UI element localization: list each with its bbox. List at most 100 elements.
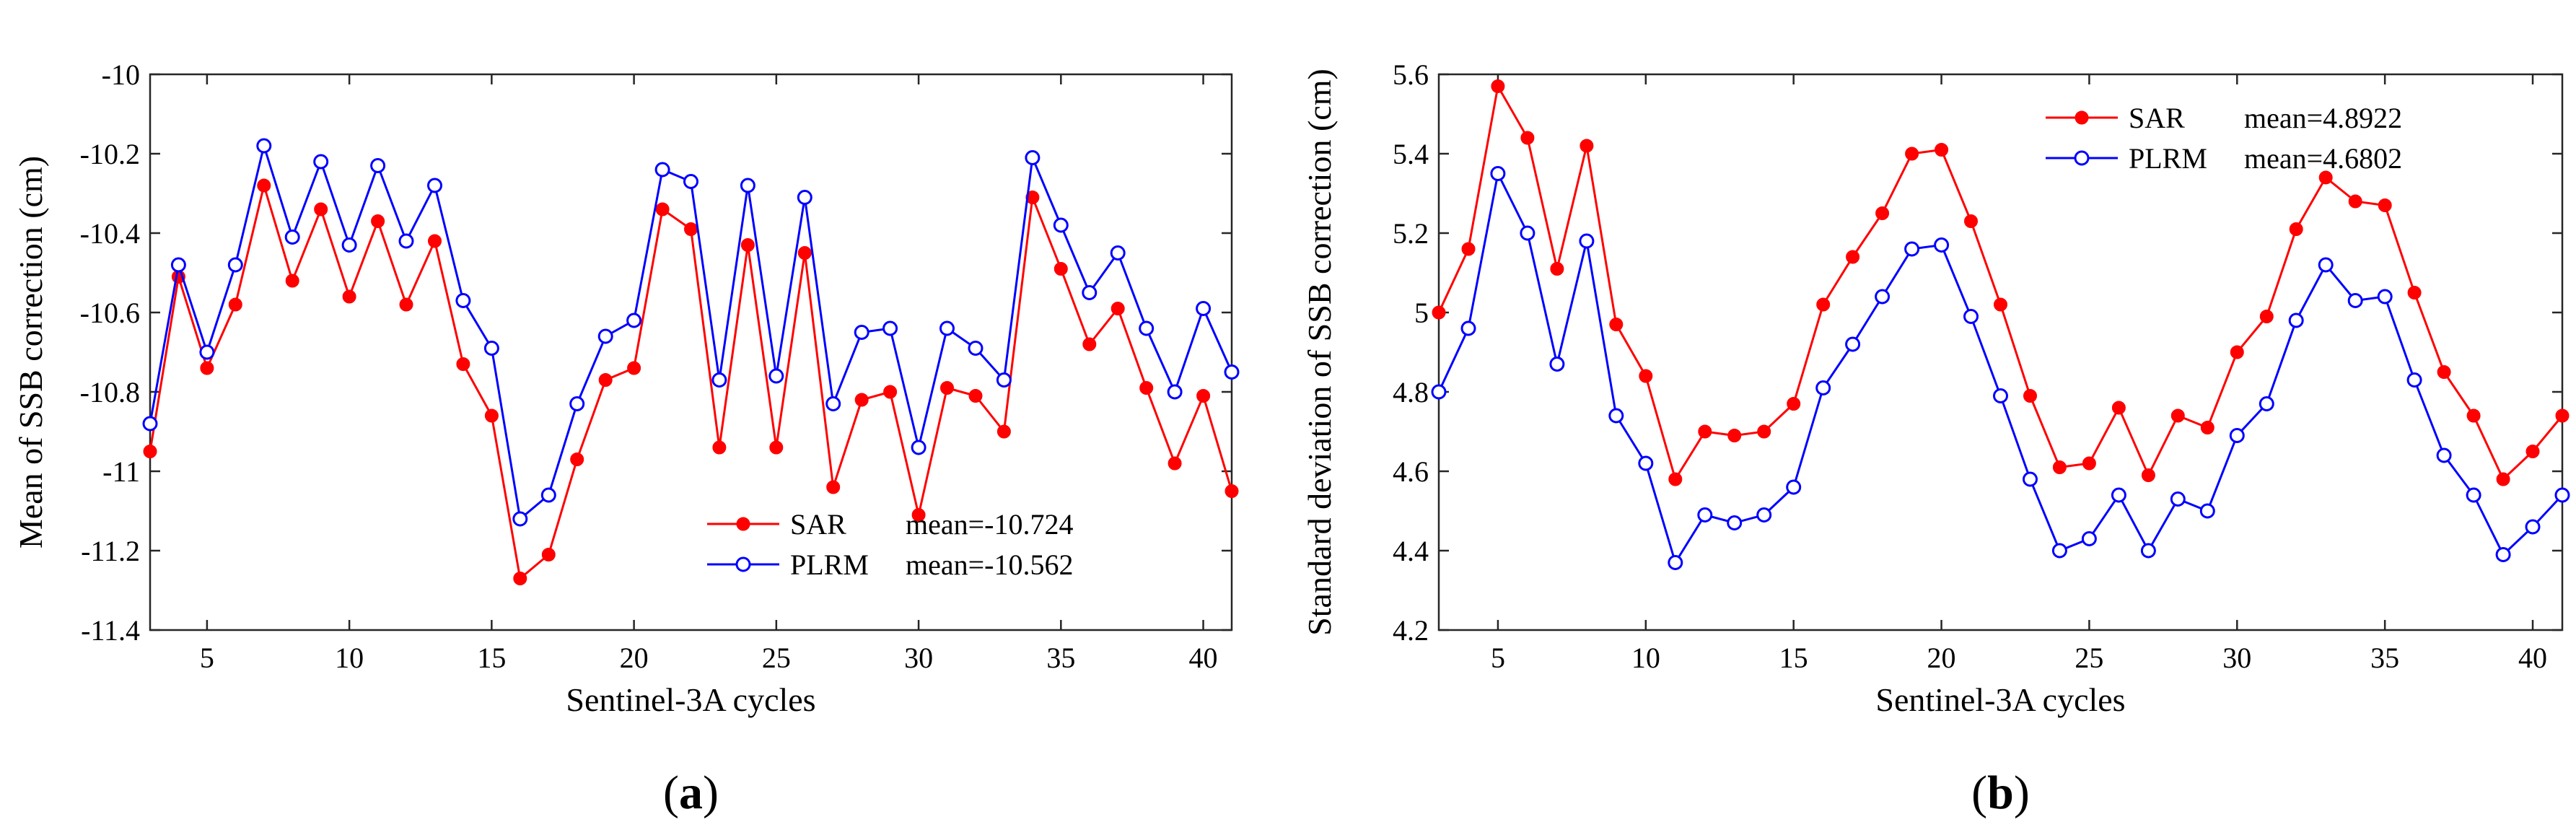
data-point-plrm [2466, 487, 2481, 503]
data-point-sar [2525, 445, 2540, 458]
data-point-sar [2141, 468, 2155, 482]
data-point-plrm [968, 341, 983, 356]
data-point-sar [684, 222, 698, 236]
data-point-plrm [170, 257, 186, 273]
data-point-sar [1491, 79, 1505, 93]
data-point-sar [655, 202, 670, 217]
data-point-sar [2111, 401, 2126, 415]
data-point-plrm [1053, 217, 1069, 233]
data-point-plrm [1224, 364, 1240, 380]
data-point-sar [968, 389, 983, 403]
y-tick-label: -10.4 [80, 217, 140, 250]
series-layer-a [142, 138, 1240, 585]
data-point-plrm [569, 396, 585, 411]
data-point-sar [627, 361, 641, 375]
y-tick-label: -11 [102, 455, 140, 488]
data-point-plrm [683, 174, 698, 189]
data-point-plrm [1815, 380, 1831, 395]
x-tick-label: 5 [200, 642, 214, 674]
data-point-plrm [227, 257, 243, 273]
data-point-plrm [2199, 503, 2215, 519]
y-tick-label: 4.4 [1393, 535, 1429, 567]
data-point-plrm [483, 341, 499, 356]
data-point-sar [1139, 381, 1154, 395]
y-tick-label: -10.2 [80, 138, 140, 170]
data-point-plrm [1875, 289, 1891, 305]
data-point-sar [1082, 337, 1097, 351]
y-tick-label: -11.2 [81, 535, 140, 567]
data-point-plrm [768, 368, 784, 384]
data-point-plrm [711, 372, 727, 388]
data-point-sar [1757, 424, 1771, 439]
data-point-plrm [256, 138, 272, 154]
x-tick-label: 25 [2075, 642, 2103, 674]
data-point-plrm [1993, 388, 2008, 403]
data-point-plrm [1110, 245, 1126, 261]
x-tick-label: 20 [1927, 642, 1956, 674]
x-tick-label: 15 [477, 642, 506, 674]
data-point-plrm [882, 320, 898, 336]
legend-marker-sar [2075, 110, 2089, 125]
data-point-sar [2230, 345, 2244, 359]
data-point-sar [1875, 206, 1890, 220]
data-point-plrm [1638, 455, 1654, 471]
y-axis-label-b: Standard deviation of SSB correction (cm… [1301, 69, 1338, 636]
data-point-sar [1225, 484, 1239, 498]
data-point-plrm [2051, 543, 2067, 559]
data-point-sar [1639, 369, 1653, 383]
y-tick-label: 5.6 [1393, 58, 1429, 91]
x-tick-label: 35 [1046, 642, 1075, 674]
legend-label-plrm: PLRM [790, 548, 869, 581]
data-point-plrm [2406, 372, 2422, 388]
x-axis-label-b: Sentinel-3A cycles [1875, 681, 2125, 718]
data-point-plrm [313, 154, 329, 170]
data-point-sar [1935, 143, 1949, 157]
data-point-plrm [626, 312, 642, 328]
x-tick-label: 30 [2222, 642, 2251, 674]
data-point-plrm [1727, 515, 1743, 530]
data-point-plrm [1608, 408, 1624, 424]
data-point-sar [2378, 198, 2392, 212]
x-tick-label: 25 [762, 642, 791, 674]
data-point-sar [1816, 297, 1831, 312]
data-point-plrm [1196, 301, 1212, 316]
legend-label-sar: SAR [2129, 102, 2185, 134]
y-tick-label: 5.4 [1393, 138, 1429, 170]
data-point-sar [1727, 429, 1742, 442]
data-point-plrm [1579, 233, 1595, 249]
data-point-plrm [1845, 336, 1861, 352]
data-point-sar [2082, 456, 2096, 471]
data-point-sar [2052, 460, 2067, 474]
data-point-plrm [1460, 320, 1476, 336]
data-point-sar [2437, 365, 2451, 379]
panel-letter-a: a [679, 766, 703, 819]
legend-stat-sar: mean=-10.724 [906, 508, 1074, 541]
panel-a: 5 10 15 20 25 30 35 40 -11.4 -11.2 -11 -10.8 -10.6 -1… [12, 58, 1240, 819]
x-tick-label: 35 [2370, 642, 2399, 674]
data-point-plrm [370, 158, 386, 173]
data-point-sar [1110, 302, 1125, 315]
data-point-plrm [455, 293, 471, 308]
data-point-sar [2289, 222, 2303, 236]
series-layer-b [1431, 79, 2570, 570]
x-tick-label: 10 [335, 642, 364, 674]
data-point-sar [2466, 408, 2481, 423]
data-point-sar [854, 393, 869, 407]
data-point-sar [1550, 262, 1564, 276]
data-point-sar [1432, 305, 1446, 320]
y-tick-label: 5 [1414, 297, 1429, 329]
y-tick-label: -10 [102, 58, 140, 91]
data-point-plrm [284, 229, 300, 245]
legend-marker-plrm [2074, 150, 2090, 166]
legend-a: SAR mean=-10.724 PLRM mean=-10.562 [707, 508, 1074, 581]
data-point-plrm [2436, 447, 2452, 463]
data-point-sar [428, 234, 442, 248]
data-point-plrm [2554, 487, 2570, 503]
data-point-sar [2170, 408, 2185, 423]
data-point-sar [740, 238, 755, 252]
data-point-plrm [825, 396, 841, 411]
panel-b: 5 10 15 20 25 30 35 40 4.2 4.4 4.6 4.8 5 5.2 5.4 5.6 SA… [1301, 58, 2570, 819]
data-point-plrm [1668, 555, 1683, 570]
data-point-sar [598, 373, 613, 387]
data-point-plrm [1139, 320, 1155, 336]
